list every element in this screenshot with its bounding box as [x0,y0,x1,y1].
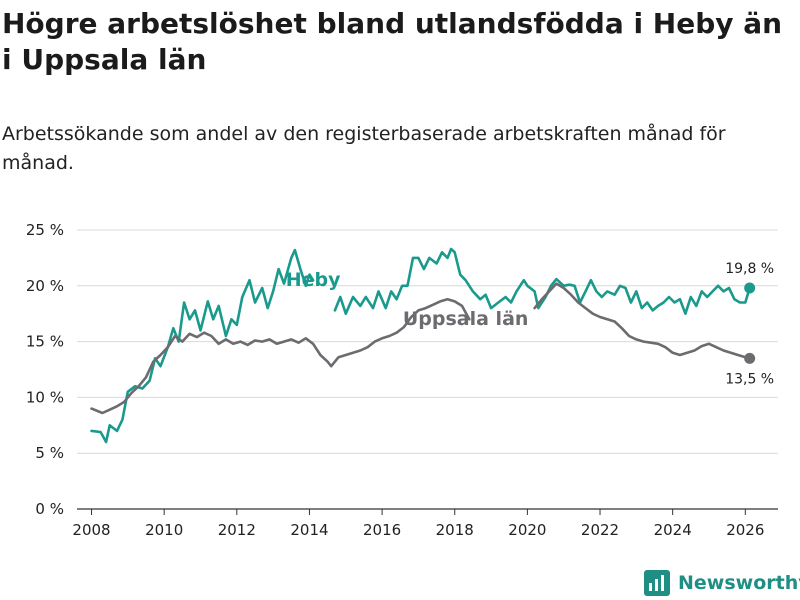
series-line-heby [333,247,751,315]
end-point-uppsala-l-n [744,352,756,364]
x-tick-label: 2014 [290,521,328,539]
x-tick-label: 2016 [363,521,401,539]
y-tick-label: 10 % [26,388,64,406]
series-label-uppsala-l-n: Uppsala län [403,308,529,330]
brand-name: Newsworthy [678,572,800,594]
x-tick-label: 2012 [218,521,256,539]
y-tick-label: 5 % [35,444,64,462]
y-tick-label: 20 % [26,277,64,295]
newsworthy-logo-icon [644,570,670,596]
series-label-heby: Heby [286,269,341,291]
y-tick-label: 15 % [26,333,64,351]
x-tick-label: 2026 [726,521,764,539]
newsworthy-brand: Newsworthy [644,568,800,598]
x-tick-label: 2022 [581,521,619,539]
x-tick-label: 2020 [508,521,546,539]
series-line-uppsala-l-n [90,297,471,415]
x-tick-label: 2018 [436,521,474,539]
y-tick-label: 0 % [35,500,64,518]
x-tick-label: 2024 [654,521,692,539]
chart-subtitle: Arbetssökande som andel av den registerb… [2,123,726,174]
x-tick-label: 2008 [72,521,110,539]
end-value-label: 19,8 % [725,261,774,277]
end-value-label: 13,5 % [725,371,774,387]
chart-title: Högre arbetslöshet bland utlandsfödda i … [2,7,783,76]
series-line-uppsala-l-n [533,282,751,360]
y-tick-label: 25 % [26,221,64,239]
series-line-heby [90,248,315,444]
end-point-heby [744,282,756,294]
x-tick-label: 2010 [145,521,183,539]
